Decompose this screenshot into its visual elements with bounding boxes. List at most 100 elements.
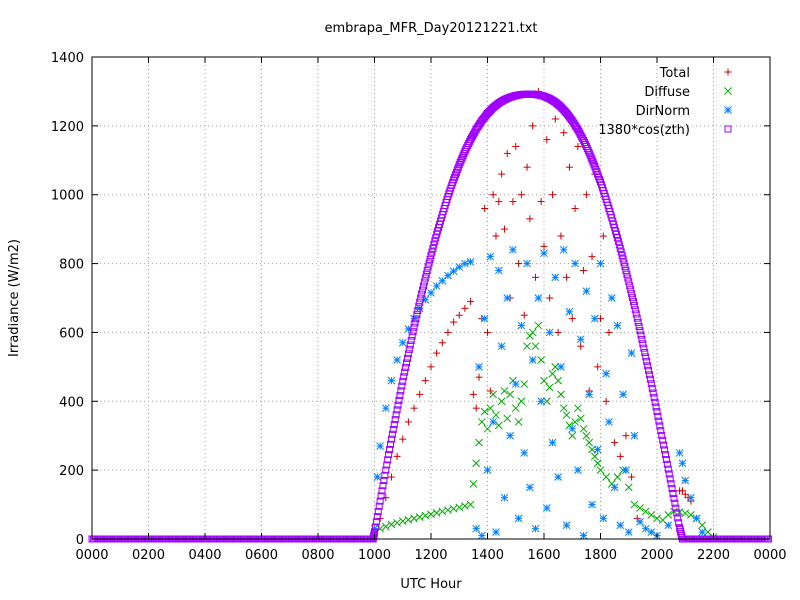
axes-ticks: 0000 0200 0400 0600 0800 1000 1200 1400 1600 1800…	[51, 51, 787, 563]
data-point	[393, 406, 401, 414]
data-point	[630, 431, 639, 440]
data-point	[506, 431, 514, 440]
data-point	[461, 259, 469, 268]
data-point	[673, 509, 681, 517]
data-point	[380, 476, 388, 484]
data-point	[472, 404, 480, 412]
data-point	[444, 328, 452, 336]
data-point	[619, 255, 627, 263]
data-point	[433, 349, 441, 357]
data-point	[540, 376, 548, 385]
data-point	[528, 328, 537, 337]
data-point	[461, 304, 469, 312]
data-point	[418, 290, 426, 298]
data-point	[423, 267, 431, 275]
data-point	[401, 368, 409, 376]
data-point	[616, 452, 624, 460]
data-point	[400, 373, 408, 381]
data-point	[563, 273, 571, 281]
x-tick-label: 0000	[75, 548, 108, 563]
data-point	[528, 356, 537, 364]
data-point	[594, 363, 602, 371]
data-point	[526, 483, 534, 492]
data-point	[674, 514, 682, 522]
data-point	[428, 248, 436, 256]
data-point	[387, 520, 396, 529]
data-point	[523, 259, 531, 268]
data-point	[585, 438, 594, 447]
data-point	[489, 390, 498, 399]
data-point	[472, 524, 481, 533]
data-point	[596, 175, 604, 183]
data-point	[625, 278, 633, 286]
data-point	[624, 528, 633, 536]
data-point	[438, 507, 447, 516]
data-point	[449, 267, 458, 275]
series-dirnorm	[370, 245, 707, 540]
data-point	[514, 418, 523, 426]
data-point	[622, 432, 630, 440]
x-tick-label: 1600	[527, 548, 560, 563]
data-point	[489, 191, 497, 199]
data-point	[480, 314, 489, 323]
data-point	[568, 315, 576, 323]
data-point	[641, 507, 650, 516]
legend-label: DirNorm	[636, 104, 690, 119]
data-point	[602, 397, 610, 405]
data-point	[483, 424, 492, 433]
data-point	[586, 151, 594, 159]
data-point	[548, 369, 557, 378]
data-point	[407, 337, 415, 345]
data-point	[576, 335, 585, 344]
data-point	[427, 288, 435, 297]
data-point	[657, 427, 665, 435]
data-point	[523, 342, 531, 351]
data-point	[421, 377, 429, 385]
data-point	[492, 411, 500, 419]
data-point	[698, 521, 707, 530]
data-point	[475, 373, 483, 381]
data-point	[616, 521, 625, 530]
series-diffuse	[370, 321, 718, 542]
data-point	[386, 445, 394, 453]
data-point	[669, 489, 677, 497]
data-point	[593, 445, 602, 454]
data-point	[517, 191, 525, 199]
data-point	[486, 404, 495, 413]
data-point	[623, 270, 631, 278]
data-point	[409, 328, 417, 336]
data-point	[396, 392, 404, 400]
data-point	[582, 431, 591, 440]
data-point	[607, 294, 616, 302]
data-point	[449, 504, 458, 513]
data-point	[663, 460, 671, 468]
data-point	[520, 449, 529, 457]
data-point	[422, 270, 430, 278]
data-point	[402, 364, 410, 372]
data-point	[659, 436, 667, 444]
data-point	[497, 342, 506, 351]
legend-label: 1380*cos(zth)	[598, 123, 690, 138]
data-point	[637, 331, 645, 339]
data-point	[494, 266, 503, 275]
data-point	[635, 323, 643, 331]
data-point	[426, 255, 434, 263]
data-point	[531, 524, 540, 533]
data-point	[542, 397, 551, 406]
data-point	[371, 523, 379, 531]
data-point	[645, 366, 653, 374]
data-point	[388, 430, 396, 438]
data-point	[531, 342, 540, 351]
data-point	[466, 257, 475, 266]
data-point	[520, 311, 528, 319]
data-point	[660, 441, 668, 449]
data-point	[636, 517, 644, 526]
data-point	[615, 241, 623, 249]
data-point	[647, 511, 656, 519]
data-point	[398, 338, 407, 347]
data-point	[621, 263, 629, 271]
data-point	[671, 499, 679, 507]
y-tick-label: 0	[76, 533, 84, 548]
data-point	[483, 466, 492, 474]
data-point	[557, 232, 565, 240]
